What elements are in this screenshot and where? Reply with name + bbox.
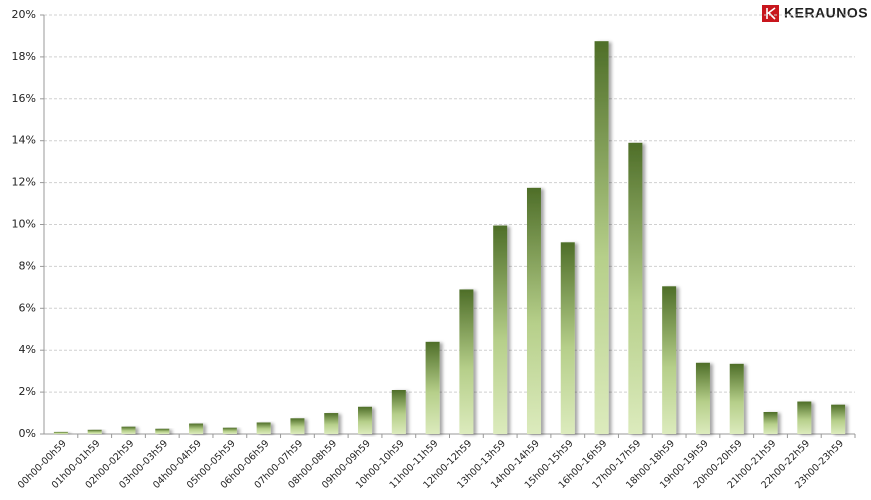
y-tick-label: 8%	[19, 259, 36, 272]
y-tick-label: 18%	[12, 50, 36, 63]
bar	[155, 428, 170, 434]
bar	[797, 401, 812, 434]
bar	[324, 413, 339, 434]
bar	[121, 426, 136, 434]
bar	[628, 142, 643, 435]
logo-text: KERAUNOS	[784, 5, 868, 21]
y-tick-label: 10%	[12, 218, 36, 231]
y-tick-label: 20%	[12, 8, 36, 21]
logo-icon-mark	[766, 7, 776, 20]
bar	[87, 429, 102, 434]
y-tick-label: 14%	[12, 134, 36, 147]
y-tick-label: 2%	[19, 385, 36, 398]
bar	[53, 431, 68, 434]
bar	[695, 362, 710, 434]
y-tick-label: 0%	[19, 427, 36, 440]
bar	[662, 286, 677, 434]
bar	[729, 363, 744, 434]
bar	[526, 187, 541, 434]
bar	[358, 406, 373, 434]
y-tick-label: 6%	[19, 301, 36, 314]
logo: KERAUNOS	[762, 5, 868, 22]
bar	[831, 404, 846, 434]
bar	[560, 242, 575, 434]
bar	[594, 41, 609, 434]
bar	[256, 422, 271, 434]
bar	[189, 423, 204, 434]
y-tick-label: 12%	[12, 176, 36, 189]
bar	[290, 418, 305, 434]
y-tick-label: 16%	[12, 92, 36, 105]
y-tick-label: 4%	[19, 343, 36, 356]
bar	[459, 289, 474, 434]
bar	[763, 412, 778, 434]
bar	[425, 341, 440, 434]
bar	[493, 225, 508, 434]
bar	[222, 427, 237, 434]
bar	[391, 390, 406, 434]
